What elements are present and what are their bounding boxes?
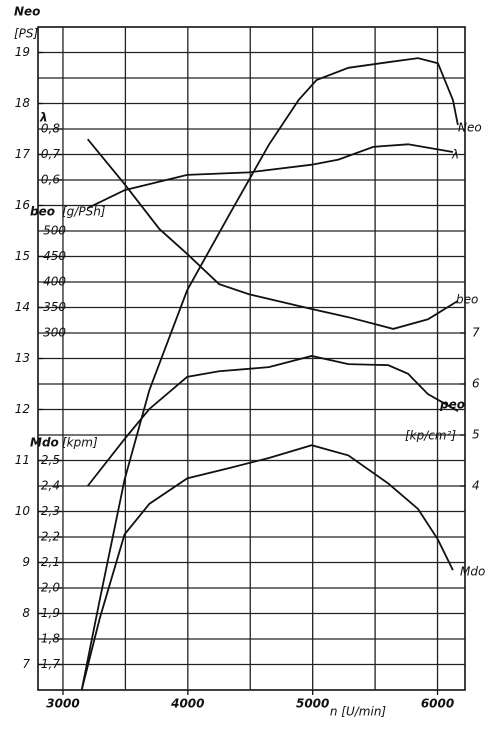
y-tick-label: 0,8: [41, 122, 60, 136]
curve: [80, 57, 459, 691]
y-tick-label: 4: [472, 479, 480, 493]
axis-name: beo: [30, 205, 55, 219]
axis-unit: [kp/cm²]: [405, 429, 456, 443]
curve-label: Mdo: [460, 565, 485, 579]
y-tick-label: 7: [472, 326, 480, 340]
y-tick-label: 350: [43, 300, 66, 314]
y-tick-label: 1,9: [41, 606, 60, 620]
x-tick-label: 4000: [170, 697, 204, 711]
curve-label: λ: [451, 148, 459, 162]
y-tick-label: 300: [43, 326, 66, 340]
axis-name: Neo: [14, 5, 40, 19]
y-tick-label: 19: [15, 45, 30, 59]
y-tick-label: 2,1: [41, 555, 60, 569]
y-tick-label: 2,0: [41, 581, 60, 595]
curve: [80, 444, 454, 691]
curve: [86, 355, 459, 487]
x-tick-label: 5000: [296, 697, 329, 711]
y-tick-label: 1,8: [41, 632, 60, 646]
y-tick-label: 18: [15, 96, 31, 110]
y-tick-label: 15: [15, 249, 30, 263]
y-tick-label: 0,6: [41, 173, 60, 187]
y-tick-label: 17: [15, 147, 31, 161]
y-tick-label: 2,2: [41, 530, 60, 544]
x-axis-label: n [U/min]: [330, 705, 387, 719]
y-tick-label: 13: [15, 351, 30, 365]
y-tick-label: 0,7: [41, 147, 60, 161]
y-tick-label: 2,5: [41, 453, 60, 467]
curve: [86, 138, 459, 330]
x-tick-label: 3000: [46, 697, 79, 711]
y-tick-label: 450: [43, 249, 66, 263]
y-tick-label: 14: [15, 300, 30, 314]
axis-unit: [PS]: [14, 27, 39, 41]
y-tick-label: 400: [43, 275, 66, 289]
y-tick-label: 2,3: [41, 504, 60, 518]
y-tick-label: 11: [15, 453, 30, 467]
axis-unit: [g/PSh]: [62, 205, 106, 219]
y-tick-label: 10: [15, 504, 31, 518]
axis-name: λ: [39, 111, 48, 125]
curve-label: Neo: [458, 121, 482, 135]
y-tick-label: 5: [472, 428, 480, 442]
y-tick-label: 8: [22, 606, 30, 620]
y-tick-label: 2,4: [41, 479, 60, 493]
x-tick-label: 6000: [421, 697, 454, 711]
axis-name: peo: [439, 398, 465, 412]
y-tick-label: 500: [43, 224, 66, 238]
curve-label: beo: [456, 293, 478, 307]
y-tick-label: 7: [22, 657, 30, 671]
curve: [87, 143, 454, 209]
axis-unit: [kpm]: [62, 436, 98, 450]
y-tick-label: 16: [15, 198, 31, 212]
y-tick-label: 9: [22, 555, 30, 569]
y-tick-label: 6: [472, 377, 480, 391]
axis-name: Mdo: [30, 436, 59, 450]
y-tick-label: 1,7: [41, 657, 60, 671]
y-tick-label: 12: [15, 402, 30, 416]
